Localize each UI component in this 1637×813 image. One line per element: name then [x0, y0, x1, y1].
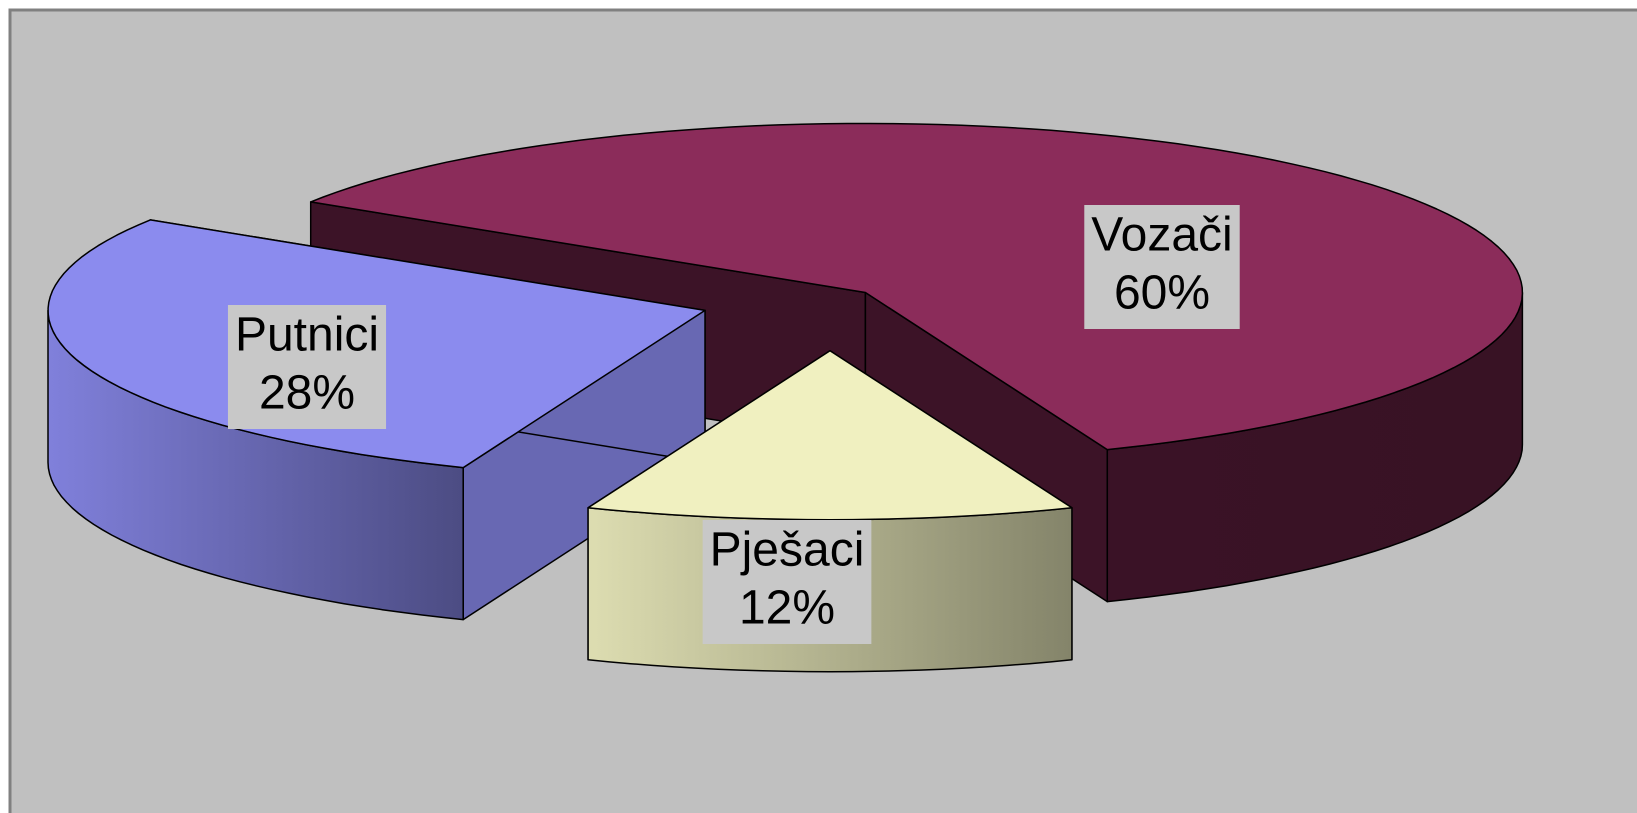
label-box — [227, 305, 387, 429]
label-value: 60% — [1114, 267, 1210, 320]
label-box — [702, 520, 872, 644]
label-value: 12% — [739, 582, 835, 635]
label-category: Pješaci — [710, 524, 865, 577]
label-box — [1084, 205, 1240, 329]
slice-top — [587, 349, 1073, 521]
label-value: 28% — [259, 367, 355, 420]
label-category: Vozači — [1091, 209, 1232, 262]
label-category: Putnici — [235, 309, 379, 362]
